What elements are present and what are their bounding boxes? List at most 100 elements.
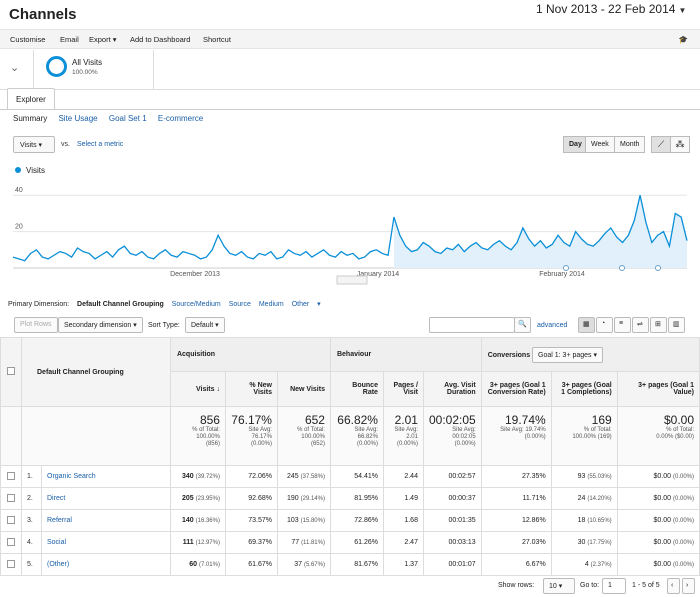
- comparison-view-icon[interactable]: ⇌: [632, 317, 649, 333]
- channel-link[interactable]: Referral: [41, 509, 171, 532]
- show-rows-select[interactable]: 10 ▾: [543, 578, 575, 594]
- new-visits-value: 103: [286, 517, 299, 524]
- col-avg-duration[interactable]: Avg. Visit Duration: [422, 371, 482, 407]
- table-row[interactable]: 3. Referral 140 (16.36%) 73.57% 103 (15.…: [0, 509, 700, 532]
- dimension-default-channel-grouping[interactable]: Default Channel Grouping: [77, 301, 164, 308]
- new-visits-pct: (5.67%): [303, 562, 325, 568]
- channel-link[interactable]: Social: [41, 531, 171, 554]
- channel-link[interactable]: (Other): [41, 553, 171, 576]
- segment-name[interactable]: All Visits: [72, 58, 103, 67]
- completions-value: 93: [577, 473, 586, 480]
- next-page-icon[interactable]: ›: [682, 578, 695, 594]
- col-pct-new-visits[interactable]: % New Visits: [224, 371, 278, 407]
- dimension-source[interactable]: Source: [228, 301, 251, 308]
- col-visits[interactable]: Visits ↓: [169, 371, 226, 407]
- report-toolbar: Customise Email Export ▾ Add to Dashboar…: [0, 29, 700, 49]
- visits-pct: (23.95%): [195, 496, 220, 502]
- search-icon[interactable]: 🔍: [514, 317, 531, 333]
- total-cell: 66.82% Site Avg: 66.82% (0.00%): [329, 406, 384, 466]
- metric-select[interactable]: Visits ▾: [13, 136, 55, 153]
- chevron-down-icon[interactable]: ⌄: [10, 62, 20, 74]
- completions-value: 30: [577, 539, 586, 546]
- row-checkbox[interactable]: [7, 537, 15, 546]
- cell-pct-new: 61.67%: [224, 553, 278, 576]
- select-all-checkbox[interactable]: [7, 367, 15, 375]
- visits-value: 140: [181, 517, 194, 524]
- tab-explorer[interactable]: Explorer: [7, 88, 55, 110]
- plot-rows-button[interactable]: Plot Rows: [14, 317, 58, 333]
- week-button[interactable]: Week: [585, 136, 615, 153]
- date-range-picker[interactable]: 1 Nov 2013 - 22 Feb 2014 ▼: [536, 2, 686, 16]
- visits-value: 60: [189, 561, 197, 568]
- col-bounce-rate[interactable]: Bounce Rate: [329, 371, 384, 407]
- cell-ppv: 2.44: [382, 465, 424, 488]
- col-goal1-value[interactable]: 3+ pages (Goal 1 Value): [616, 371, 700, 407]
- row-checkbox[interactable]: [7, 493, 15, 502]
- add-to-dashboard-button[interactable]: Add to Dashboard: [130, 35, 191, 44]
- total-value: 169: [591, 413, 612, 427]
- term-cloud-icon[interactable]: ▥: [668, 317, 685, 333]
- table-row[interactable]: 5. (Other) 60 (7.01%) 61.67% 37 (5.67%) …: [0, 553, 700, 576]
- dimension-source-medium[interactable]: Source/Medium: [171, 301, 221, 308]
- email-button[interactable]: Email: [60, 35, 79, 44]
- table-row[interactable]: 4. Social 111 (12.97%) 69.37% 77 (11.81%…: [0, 531, 700, 554]
- subtab-summary[interactable]: Summary: [13, 114, 48, 123]
- new-visits-pct: (29.14%): [300, 496, 325, 502]
- sort-type-value: Default: [191, 322, 214, 329]
- data-table: Default Channel Grouping Acquisition Beh…: [0, 337, 700, 576]
- line-chart-icon[interactable]: ⟋: [651, 136, 671, 153]
- table-controls: Plot Rows Secondary dimension ▾ Sort Typ…: [0, 314, 700, 336]
- subtab-ecommerce[interactable]: E-commerce: [157, 114, 204, 123]
- month-button[interactable]: Month: [614, 136, 646, 153]
- table-row[interactable]: 2. Direct 205 (23.95%) 92.68% 190 (29.14…: [0, 487, 700, 510]
- group-behaviour: Behaviour: [329, 337, 482, 372]
- completions-pct: (17.75%): [587, 540, 612, 546]
- row-checkbox[interactable]: [7, 515, 15, 524]
- goal-select-label: Goal 1: 3+ pages: [538, 351, 592, 359]
- table-view-icon[interactable]: ▦: [578, 317, 595, 333]
- goal-select[interactable]: Goal 1: 3+ pages ▾: [532, 346, 604, 363]
- select-metric-link[interactable]: Select a metric: [77, 141, 124, 148]
- channel-link[interactable]: Organic Search: [41, 465, 171, 488]
- col-new-visits[interactable]: New Visits: [276, 371, 331, 407]
- secondary-dimension-select[interactable]: Secondary dimension ▾: [58, 317, 143, 333]
- chevron-down-icon: ▼: [678, 6, 687, 15]
- pie-view-icon[interactable]: ◔: [596, 317, 613, 333]
- goto-input[interactable]: 1: [602, 578, 626, 594]
- dimension-medium[interactable]: Medium: [258, 301, 284, 308]
- mortarboard-icon[interactable]: 🎓: [678, 35, 688, 44]
- channel-link[interactable]: Direct: [41, 487, 171, 510]
- totals-blank: [21, 406, 171, 466]
- cell-completions: 18 (10.65%): [550, 509, 618, 532]
- col-goal1-completions[interactable]: 3+ pages (Goal 1 Completions): [550, 371, 618, 407]
- shortcut-button[interactable]: Shortcut: [203, 35, 231, 44]
- subtab-goal-set-1[interactable]: Goal Set 1: [108, 114, 147, 123]
- table-search-input[interactable]: [429, 317, 515, 333]
- table-row[interactable]: 1. Organic Search 340 (39.72%) 72.06% 24…: [0, 465, 700, 488]
- row-checkbox[interactable]: [7, 471, 15, 480]
- total-sub: 76.17%: [251, 434, 272, 440]
- prev-page-icon[interactable]: ‹: [667, 578, 680, 594]
- new-visits-pct: (37.58%): [300, 474, 325, 480]
- total-cell: 19.74% Site Avg: 19.74% (0.00%): [480, 406, 552, 466]
- customise-button[interactable]: Customise: [10, 35, 46, 44]
- cell-duration: 00:01:35: [422, 509, 482, 532]
- cell-pct-new: 92.68%: [224, 487, 278, 510]
- motion-chart-icon[interactable]: ⁂: [670, 136, 690, 153]
- advanced-link[interactable]: advanced: [537, 322, 568, 329]
- row-checkbox[interactable]: [7, 559, 15, 568]
- sort-type-select[interactable]: Default ▾: [185, 317, 225, 333]
- col-goal1-conv-rate[interactable]: 3+ pages (Goal 1 Conversion Rate): [480, 371, 552, 407]
- subtab-site-usage[interactable]: Site Usage: [58, 114, 98, 123]
- export-button[interactable]: Export ▾: [89, 35, 117, 44]
- cell-completions: 24 (14.20%): [550, 487, 618, 510]
- total-cell: 76.17% Site Avg: 76.17% (0.00%): [224, 406, 278, 466]
- total-sub: 66.82%: [357, 434, 378, 440]
- dimension-header[interactable]: Default Channel Grouping: [21, 337, 171, 407]
- pivot-view-icon[interactable]: ⊞: [650, 317, 667, 333]
- dimension-other[interactable]: Other ▾: [291, 301, 321, 308]
- col-pages-visit[interactable]: Pages / Visit: [382, 371, 424, 407]
- chart-legend: Visits: [15, 166, 45, 175]
- cell-value: $0.00 (0.00%): [616, 531, 700, 554]
- bar-view-icon[interactable]: ≡: [614, 317, 631, 333]
